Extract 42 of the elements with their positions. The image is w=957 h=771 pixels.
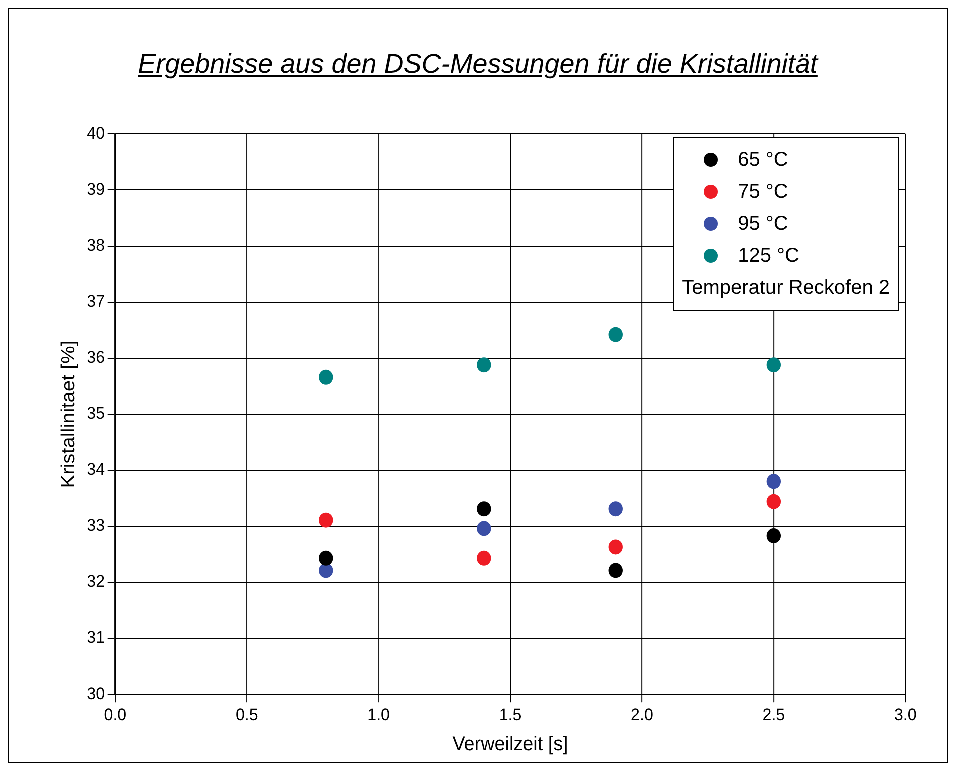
y-tick-label: 32	[87, 572, 106, 592]
point	[319, 512, 334, 528]
y-axis-title: Kristallinitaet [%]	[58, 340, 80, 488]
x-axis-title: Verweilzeit [s]	[452, 733, 568, 756]
chart-title: Ergebnisse aus den DSC-Messungen für die Kristallinität	[137, 49, 820, 80]
legend-label: 65 °C	[738, 148, 788, 172]
point	[319, 563, 334, 578]
point	[766, 474, 782, 490]
point	[608, 327, 623, 342]
y-tick-label: 40	[87, 123, 106, 143]
y-tick-label: 37	[87, 292, 106, 312]
point	[477, 502, 492, 517]
point	[477, 550, 492, 566]
point	[766, 494, 782, 510]
point	[477, 358, 492, 373]
point	[608, 540, 623, 555]
legend-label: 95 °C	[738, 212, 788, 236]
y-tick-label: 34	[87, 460, 106, 480]
legend-title: Temperatur Reckofen 2	[682, 276, 890, 301]
legend-label: 75 °C	[738, 180, 788, 204]
x-tick-label: 1.0	[368, 705, 390, 725]
point	[319, 550, 334, 566]
y-tick-label: 30	[87, 684, 106, 704]
point	[608, 563, 623, 578]
y-tick-label: 39	[87, 180, 106, 200]
x-tick-label: 2.5	[762, 705, 786, 725]
y-tick-label: 31	[87, 628, 106, 648]
x-tick-label: 0.0	[104, 705, 127, 725]
x-tick-label: 0.5	[236, 705, 258, 725]
y-tick-label: 33	[87, 516, 106, 536]
point	[477, 521, 492, 536]
legend-label: 125 °C	[738, 244, 800, 268]
y-tick-label: 38	[87, 236, 106, 256]
x-tick-label: 3.0	[894, 705, 917, 725]
x-tick-label: 1.5	[499, 705, 522, 725]
y-tick-label: 36	[87, 348, 106, 368]
point	[766, 358, 782, 373]
point	[766, 528, 782, 544]
x-tick-label: 2.0	[631, 705, 654, 725]
y-tick-label: 35	[87, 404, 106, 424]
point	[608, 502, 623, 517]
point	[319, 370, 334, 385]
